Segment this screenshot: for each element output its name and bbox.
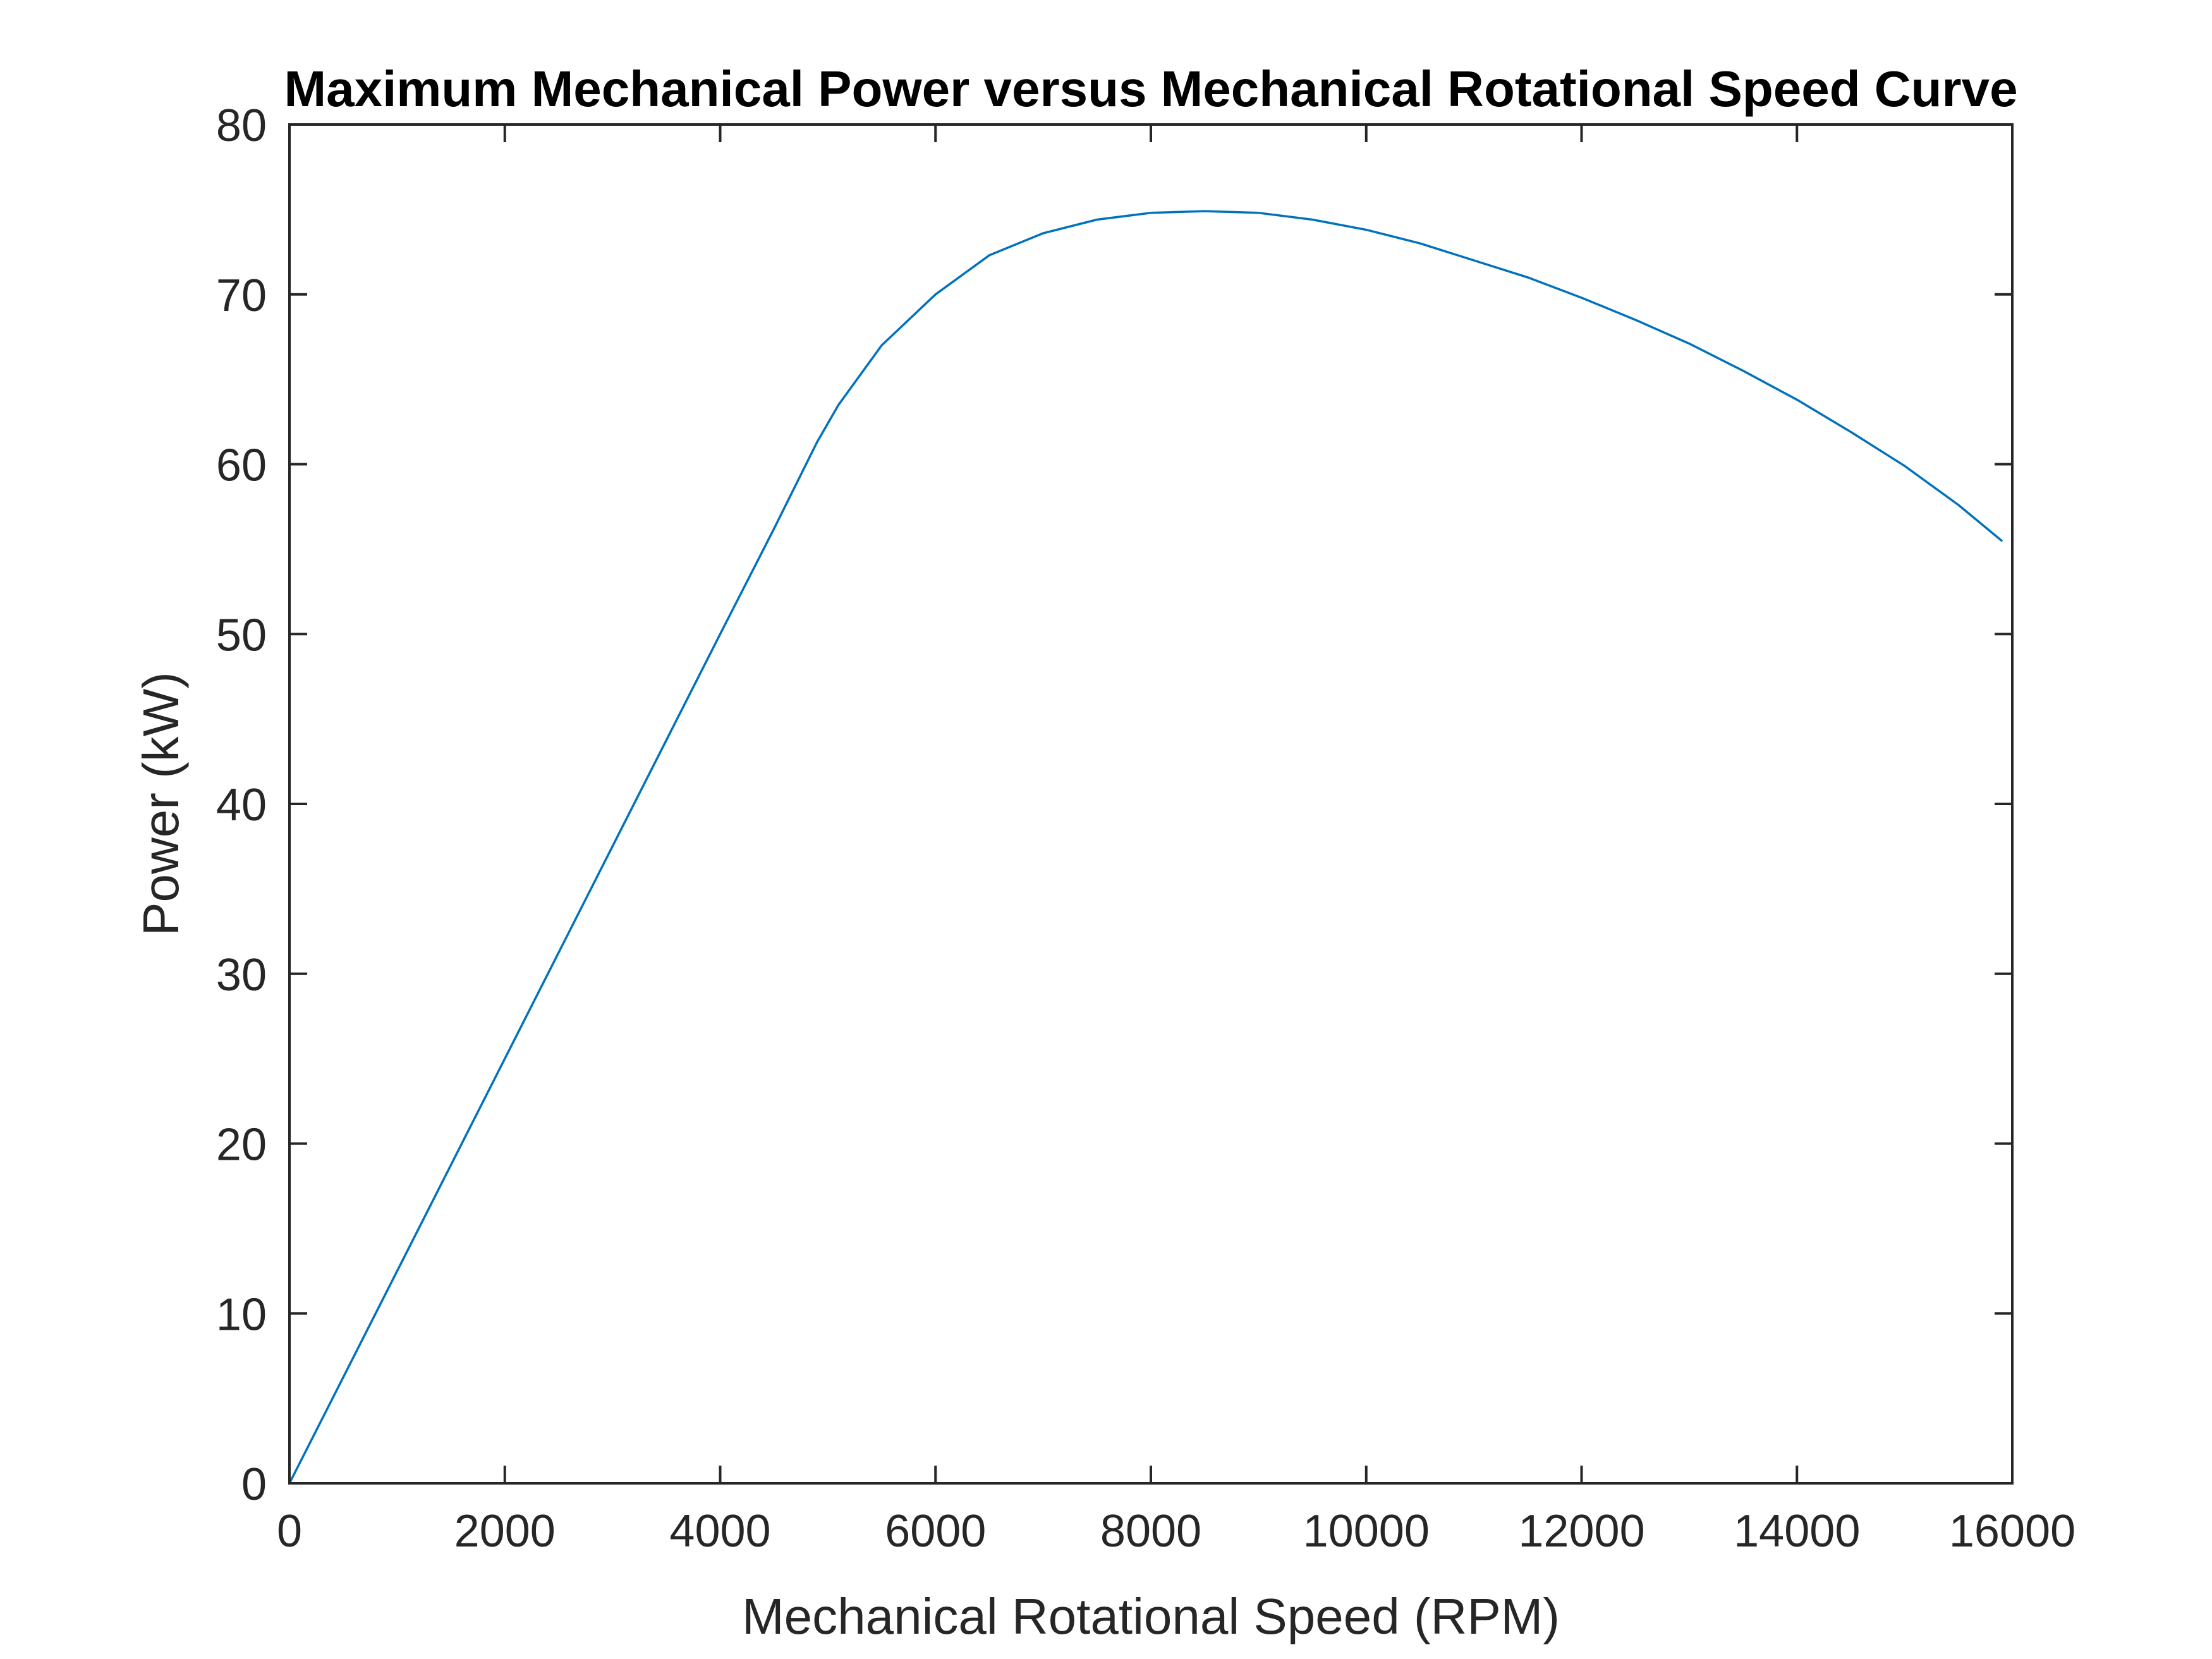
y-tick-label: 80 [216, 100, 267, 151]
x-tick-label: 10000 [1303, 1506, 1430, 1557]
y-tick-label: 60 [216, 441, 267, 491]
series-layer [288, 210, 2003, 1485]
series-line [288, 210, 2003, 1485]
x-tick-label: 14000 [1734, 1506, 1860, 1557]
y-tick-label: 50 [216, 610, 267, 660]
x-axis-label: Mechanical Rotational Speed (RPM) [742, 1588, 1560, 1644]
y-tick-label: 70 [216, 270, 267, 321]
y-tick-label: 30 [216, 950, 267, 1000]
y-tick-label: 40 [216, 780, 267, 830]
x-tick-label: 8000 [1100, 1506, 1201, 1557]
x-tick-label: 16000 [1949, 1506, 2075, 1557]
ticks-layer: 0 2000 4000 6000 8000 10000 12000 14000 16000 0 10… [216, 100, 2075, 1557]
x-tick-label: 2000 [454, 1506, 556, 1557]
chart-title: Maximum Mechanical Power versus Mechanic… [284, 61, 2017, 117]
plot-area [289, 125, 2012, 1483]
x-tick-label: 0 [277, 1506, 302, 1557]
y-tick-label: 20 [216, 1120, 267, 1170]
x-tick-label: 6000 [885, 1506, 986, 1557]
y-tick-label: 0 [241, 1459, 267, 1510]
y-axis-label: Power (kW) [133, 672, 189, 936]
x-tick-label: 4000 [669, 1506, 770, 1557]
x-tick-label: 12000 [1518, 1506, 1644, 1557]
y-tick-label: 10 [216, 1289, 267, 1340]
